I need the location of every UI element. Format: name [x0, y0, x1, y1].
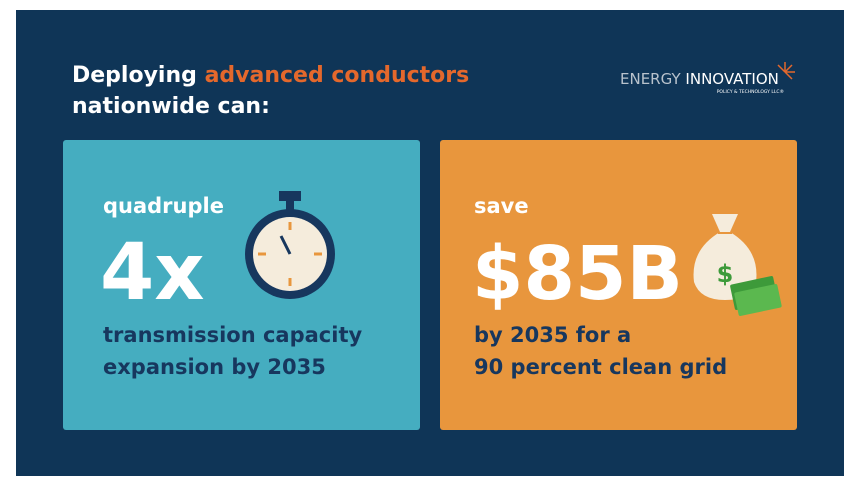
logo-name-2: INNOVATION — [685, 70, 778, 88]
title-start: Deploying — [72, 63, 197, 88]
title-highlight: advanced conductors — [205, 63, 470, 88]
logo-sunburst — [777, 62, 795, 80]
logo-name: ENERGY INNOVATION — [620, 70, 779, 88]
logo-name-1: ENERGY — [620, 70, 681, 88]
card-label: quadruple — [103, 194, 224, 218]
card-right — [440, 140, 797, 430]
card-line: 90 percent clean grid — [474, 355, 727, 379]
dollar-sign: $ — [717, 260, 734, 288]
title-line-1: Deploying advanced conductors — [72, 63, 469, 88]
card-figure: $85B — [472, 231, 683, 317]
card-line: by 2035 for a — [474, 323, 631, 347]
card-figure: 4x — [100, 228, 205, 318]
card-line: expansion by 2035 — [103, 355, 326, 379]
money-bag-icon: $ — [693, 214, 782, 316]
card-line: transmission capacity — [103, 323, 362, 347]
stopwatch-icon — [245, 191, 335, 299]
card-left — [63, 140, 420, 430]
card-label: save — [474, 194, 529, 218]
title-line-2: nationwide can: — [72, 94, 270, 119]
logo-tagline: POLICY & TECHNOLOGY LLC® — [717, 88, 784, 95]
